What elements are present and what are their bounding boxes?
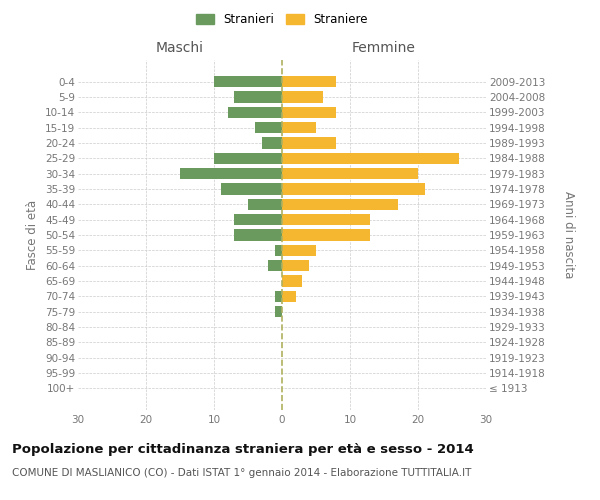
Bar [282, 229, 370, 241]
Legend: Stranieri, Straniere: Stranieri, Straniere [191, 8, 373, 31]
Bar [282, 76, 337, 88]
Bar [282, 214, 370, 226]
Bar [282, 260, 309, 272]
Text: Maschi: Maschi [156, 41, 204, 55]
Bar [282, 106, 337, 118]
Bar [282, 122, 316, 134]
Text: Popolazione per cittadinanza straniera per età e sesso - 2014: Popolazione per cittadinanza straniera p… [12, 442, 474, 456]
Bar [248, 198, 282, 210]
Bar [275, 244, 282, 256]
Bar [282, 276, 302, 287]
Bar [275, 290, 282, 302]
Bar [282, 137, 337, 148]
Bar [262, 137, 282, 148]
Bar [235, 91, 282, 102]
Bar [282, 244, 316, 256]
Bar [282, 198, 398, 210]
Bar [235, 229, 282, 241]
Bar [282, 183, 425, 194]
Bar [214, 76, 282, 88]
Bar [282, 91, 323, 102]
Bar [180, 168, 282, 179]
Y-axis label: Fasce di età: Fasce di età [26, 200, 40, 270]
Bar [255, 122, 282, 134]
Bar [282, 290, 296, 302]
Y-axis label: Anni di nascita: Anni di nascita [562, 192, 575, 278]
Bar [282, 168, 418, 179]
Bar [268, 260, 282, 272]
Bar [235, 214, 282, 226]
Text: Femmine: Femmine [352, 41, 416, 55]
Bar [227, 106, 282, 118]
Bar [214, 152, 282, 164]
Bar [275, 306, 282, 318]
Bar [282, 152, 459, 164]
Text: COMUNE DI MASLIANICO (CO) - Dati ISTAT 1° gennaio 2014 - Elaborazione TUTTITALIA: COMUNE DI MASLIANICO (CO) - Dati ISTAT 1… [12, 468, 472, 477]
Bar [221, 183, 282, 194]
